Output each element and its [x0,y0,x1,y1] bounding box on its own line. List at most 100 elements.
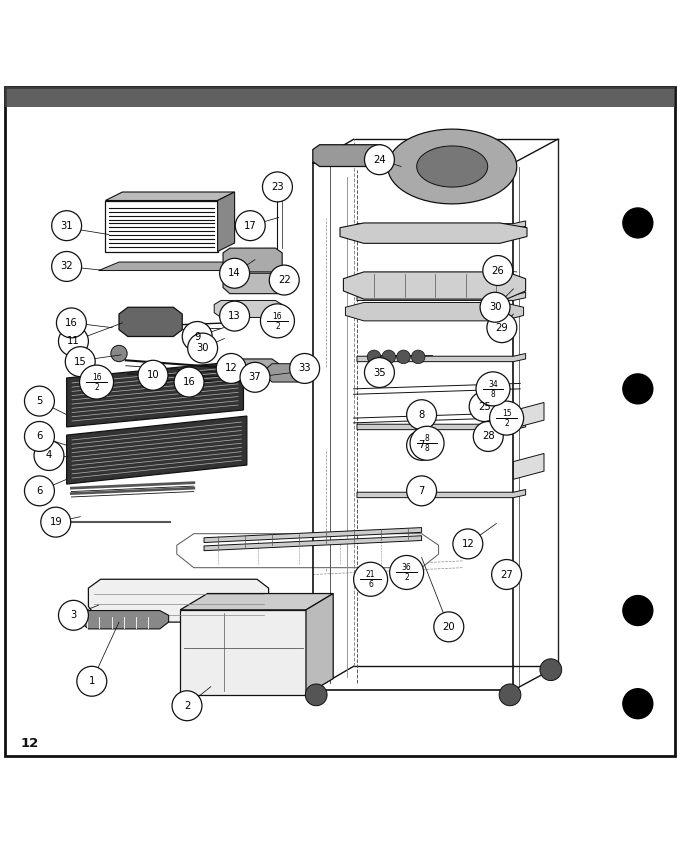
Circle shape [623,596,653,626]
Polygon shape [513,454,544,480]
Circle shape [411,350,425,363]
Text: 7: 7 [418,486,425,496]
Circle shape [396,350,410,363]
Polygon shape [214,300,282,318]
Polygon shape [306,593,333,695]
Polygon shape [105,201,218,251]
Circle shape [480,293,510,322]
Text: 34: 34 [488,379,498,389]
Text: 8: 8 [491,389,495,399]
Polygon shape [388,129,517,204]
Text: 23: 23 [271,182,284,192]
Polygon shape [204,536,422,550]
Text: 30: 30 [197,343,209,353]
Polygon shape [105,192,235,201]
Circle shape [52,251,82,282]
Circle shape [623,208,653,238]
Text: 12: 12 [462,539,474,549]
Text: 3: 3 [70,610,77,620]
Circle shape [262,172,292,201]
Circle shape [220,258,250,288]
Text: 19: 19 [50,517,62,527]
Text: 2: 2 [275,322,279,330]
Circle shape [138,360,168,390]
Circle shape [382,350,396,363]
Text: 2: 2 [95,383,99,392]
Polygon shape [417,146,488,187]
Polygon shape [223,248,282,272]
Text: 24: 24 [373,155,386,164]
Text: 13: 13 [228,311,241,321]
Circle shape [453,529,483,559]
Circle shape [354,562,388,596]
Text: 31: 31 [61,221,73,231]
Text: 22: 22 [278,275,290,285]
Bar [5,87,675,107]
Text: 15: 15 [502,409,511,418]
Polygon shape [88,579,269,622]
Polygon shape [80,610,169,629]
Polygon shape [357,490,526,497]
Text: 11: 11 [67,336,80,346]
Polygon shape [357,422,526,430]
Circle shape [410,427,444,460]
Text: 8: 8 [418,410,425,420]
Text: 36: 36 [402,563,411,572]
Polygon shape [67,361,243,427]
Text: 7: 7 [418,440,425,450]
Text: 27: 27 [500,570,513,579]
Circle shape [367,350,381,363]
Circle shape [260,303,294,338]
Circle shape [269,265,299,295]
Polygon shape [357,221,526,229]
Text: 4: 4 [46,450,52,460]
Text: 16: 16 [183,377,195,387]
Circle shape [390,556,424,589]
Circle shape [407,476,437,506]
Text: 1: 1 [88,676,95,686]
Circle shape [469,392,499,422]
Circle shape [174,367,204,397]
Text: 12: 12 [20,737,39,749]
Circle shape [172,690,202,721]
Polygon shape [180,609,306,695]
Circle shape [499,684,521,706]
Text: 2: 2 [405,573,409,583]
Polygon shape [357,353,526,362]
Circle shape [52,211,82,240]
Circle shape [364,145,394,175]
Polygon shape [99,262,238,271]
Circle shape [216,353,246,384]
Text: 15: 15 [74,357,86,367]
Circle shape [407,400,437,430]
Circle shape [111,346,127,362]
Text: 30: 30 [489,303,501,312]
Circle shape [434,612,464,642]
Circle shape [58,326,88,357]
Text: 2: 2 [505,419,509,428]
Text: 21: 21 [366,570,375,579]
Polygon shape [313,145,388,167]
Polygon shape [343,272,526,299]
Text: 33: 33 [299,363,311,373]
Text: 29: 29 [496,323,508,333]
Circle shape [80,365,114,399]
Polygon shape [513,402,544,428]
Circle shape [290,353,320,384]
Circle shape [24,386,54,416]
Circle shape [473,422,503,451]
Text: 8: 8 [425,444,429,454]
Text: 25: 25 [478,401,490,411]
Circle shape [623,689,653,719]
Polygon shape [67,416,247,484]
Text: 8: 8 [425,434,429,443]
Circle shape [540,659,562,680]
Circle shape [235,211,265,240]
Circle shape [24,422,54,451]
Circle shape [41,507,71,537]
Polygon shape [204,528,422,543]
Text: 14: 14 [228,268,241,278]
Polygon shape [218,359,279,378]
Polygon shape [267,363,310,382]
Text: 6: 6 [368,580,373,589]
